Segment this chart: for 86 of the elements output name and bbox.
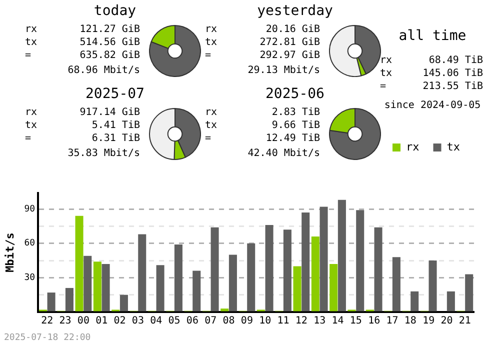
text: rx 121.27 GiB bbox=[25, 24, 140, 35]
text: since 2024-09-05 bbox=[383, 100, 482, 111]
bar bbox=[75, 216, 84, 312]
bar bbox=[84, 256, 92, 312]
bar bbox=[102, 264, 110, 312]
bar bbox=[330, 264, 338, 312]
text: = 6.31 TiB bbox=[25, 133, 140, 144]
bar bbox=[311, 236, 320, 312]
text: 35.83 Mbit/s bbox=[68, 147, 140, 160]
x-tick-label: 19 bbox=[422, 316, 435, 327]
x-tick-label: 08 bbox=[222, 316, 235, 327]
x-tick-label: 23 bbox=[59, 316, 72, 327]
x-tick-label: 15 bbox=[350, 316, 362, 327]
x-tick-label: 20 bbox=[440, 316, 453, 327]
bar bbox=[120, 294, 128, 312]
bar bbox=[446, 291, 455, 312]
bar bbox=[283, 230, 292, 312]
x-tick-label: 13 bbox=[314, 316, 326, 327]
bar bbox=[410, 291, 419, 312]
bar bbox=[356, 210, 364, 312]
text: 68.96 Mbit/s bbox=[68, 64, 140, 77]
bar bbox=[465, 274, 474, 312]
bar bbox=[192, 270, 201, 312]
x-tick-label: 06 bbox=[186, 316, 198, 327]
x-tick-label: 16 bbox=[368, 316, 380, 327]
bar bbox=[228, 254, 237, 312]
x-tick-label: 05 bbox=[168, 316, 180, 327]
bar bbox=[265, 225, 274, 312]
chart-title: 2025-07 bbox=[84, 86, 146, 102]
x-tick-label: 10 bbox=[259, 316, 272, 327]
chart-title: yesterday bbox=[256, 3, 334, 19]
bar bbox=[293, 266, 302, 312]
bar bbox=[220, 308, 229, 312]
text: all time bbox=[398, 28, 468, 44]
x-tick-label: 00 bbox=[77, 316, 90, 327]
x-tick-label: 04 bbox=[150, 316, 162, 327]
x-tick-label: 22 bbox=[41, 316, 54, 327]
x-tick-label: 03 bbox=[132, 316, 144, 327]
text: tx 145.06 TiB bbox=[380, 68, 483, 79]
bar bbox=[374, 227, 382, 312]
x-tick-label: 18 bbox=[404, 316, 416, 327]
bar bbox=[302, 212, 310, 312]
text: tx 514.56 GiB bbox=[25, 37, 140, 48]
x-tick-label: 02 bbox=[114, 316, 126, 327]
y-tick-label: 30 bbox=[24, 273, 36, 284]
text: rx 20.16 GiB bbox=[205, 24, 320, 35]
x-tick-label: 12 bbox=[295, 316, 308, 327]
x-tick-label: 11 bbox=[277, 316, 290, 327]
bar bbox=[47, 292, 56, 312]
bar bbox=[174, 244, 182, 312]
x-tick-label: 09 bbox=[240, 316, 253, 327]
bar bbox=[156, 265, 164, 312]
x-tick-label: 17 bbox=[386, 316, 398, 327]
text: 42.40 Mbit/s bbox=[248, 147, 320, 160]
text: rx 68.49 TiB bbox=[380, 55, 483, 66]
text: = 213.55 TiB bbox=[380, 81, 483, 92]
bar bbox=[247, 243, 256, 312]
bar bbox=[65, 288, 74, 312]
chart-title: today bbox=[92, 3, 138, 19]
text: rx 917.14 GiB bbox=[25, 107, 140, 118]
bar bbox=[428, 260, 437, 312]
text: tx 9.66 TiB bbox=[205, 120, 320, 131]
legend-label: tx bbox=[446, 140, 460, 154]
text: = 292.97 GiB bbox=[205, 50, 320, 61]
text: 2025-07-18 22:00 bbox=[4, 333, 91, 343]
chart-title: 2025-06 bbox=[264, 86, 326, 102]
x-tick-label: 14 bbox=[332, 316, 344, 327]
text: = 12.49 TiB bbox=[205, 133, 320, 144]
x-tick-label: 07 bbox=[204, 316, 217, 327]
bar bbox=[320, 206, 328, 312]
bar bbox=[138, 234, 146, 312]
y-tick-label: 90 bbox=[24, 204, 36, 214]
y-axis-title: Mbit/s bbox=[3, 232, 16, 272]
y-tick-label: 60 bbox=[24, 238, 36, 249]
text: = 635.82 GiB bbox=[25, 50, 140, 61]
bar bbox=[93, 262, 102, 312]
x-tick-label: 21 bbox=[458, 316, 471, 327]
bar bbox=[392, 257, 400, 312]
x-tick-label: 01 bbox=[96, 316, 108, 327]
bar bbox=[338, 200, 346, 312]
bar bbox=[210, 227, 219, 312]
text: 29.13 Mbit/s bbox=[248, 64, 320, 77]
text: tx 5.41 TiB bbox=[25, 120, 140, 131]
text: rx 2.83 TiB bbox=[205, 107, 320, 118]
legend-label: rx bbox=[406, 140, 420, 154]
text: tx 272.81 GiB bbox=[205, 37, 320, 48]
